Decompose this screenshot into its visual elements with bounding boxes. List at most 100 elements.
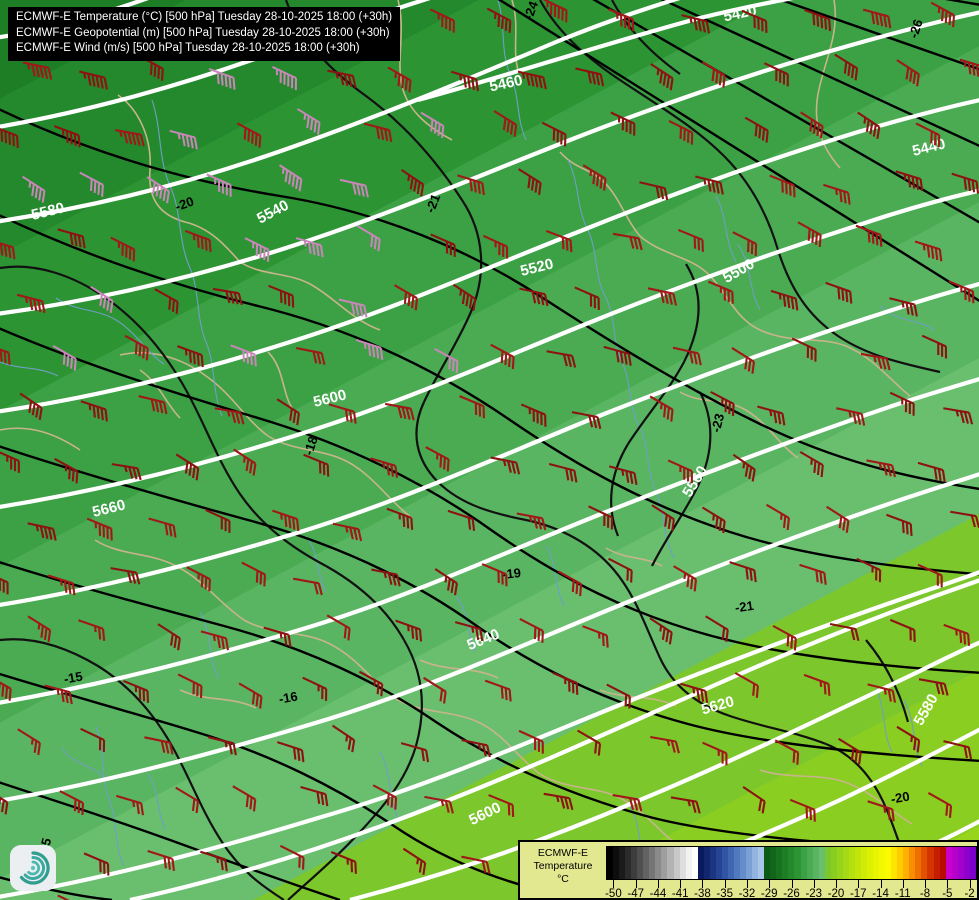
wind-barb — [799, 563, 827, 585]
wind-barb — [520, 403, 547, 427]
wind-barb — [486, 7, 512, 33]
colorbar-tick-label: -5 — [942, 888, 953, 900]
wind-barb — [867, 683, 897, 703]
colorbar-tick — [746, 880, 748, 888]
colorbar-tick — [635, 880, 637, 888]
wind-barb — [701, 506, 726, 534]
wind-barb — [175, 786, 200, 814]
wind-barb — [769, 174, 796, 198]
wind-barb — [552, 671, 579, 695]
legend-line-1: ECMWF-E — [537, 847, 589, 859]
colorbar-swatch — [903, 847, 910, 879]
wind-barb — [608, 557, 633, 583]
wind-barb — [481, 563, 508, 587]
wind-barb — [22, 61, 53, 80]
wind-barb — [519, 618, 544, 643]
colorbar-swatch — [776, 847, 783, 879]
wind-barb — [80, 400, 108, 422]
wind-barb — [169, 129, 198, 150]
wind-barb — [459, 395, 485, 419]
colorbar-tick-label: -47 — [627, 888, 644, 900]
colorbar-swatch — [770, 847, 777, 879]
colorbar-swatch — [649, 847, 656, 879]
wind-barb — [603, 345, 632, 366]
colorbar-tick — [791, 880, 793, 888]
wind-barb — [400, 742, 430, 763]
wind-barb — [889, 391, 915, 416]
wind-barb — [44, 684, 73, 705]
colorbar-tick-label: -11 — [894, 888, 911, 900]
colorbar-swatch — [619, 847, 626, 879]
wind-barb — [184, 229, 212, 253]
wind-barb — [823, 183, 851, 205]
wind-barb — [571, 411, 602, 429]
wind-barb — [927, 792, 953, 818]
wind-barb — [673, 565, 698, 592]
wind-barb — [943, 407, 974, 425]
isotherm-label: -26 — [906, 17, 926, 40]
colorbar-swatch — [752, 847, 759, 879]
geopotential-label: 5420 — [722, 2, 758, 26]
colorbar-swatch — [915, 847, 922, 879]
wind-barb — [370, 457, 399, 478]
wind-barb — [402, 847, 427, 875]
wind-barb — [331, 724, 356, 753]
wind-barb — [574, 286, 600, 310]
wind-barb — [279, 844, 305, 870]
wind-barb — [236, 122, 262, 148]
cyclone-logo[interactable] — [10, 845, 56, 891]
wind-barb — [371, 568, 401, 587]
wind-barb — [667, 459, 693, 484]
wind-barb — [395, 619, 423, 642]
wind-barb — [83, 852, 110, 876]
wind-barb — [276, 741, 305, 763]
colorbar-tick — [836, 880, 838, 888]
colorbar-swatch — [806, 847, 813, 879]
colorbar-swatch — [830, 847, 837, 879]
wind-barb — [0, 125, 19, 148]
geopotential-label: 5460 — [488, 72, 524, 96]
wind-barb — [214, 407, 245, 425]
colorbar-tick-label: -14 — [872, 888, 889, 900]
wind-barb — [799, 451, 824, 478]
wind-barb — [896, 59, 920, 87]
wind-barb — [490, 343, 515, 370]
colorbar-swatch — [697, 847, 704, 879]
wind-barb — [804, 9, 832, 32]
wind-barb — [19, 392, 43, 421]
colorbar-swatch — [782, 847, 789, 879]
wind-barb — [797, 221, 822, 248]
wind-barb — [80, 727, 106, 753]
isotherm-label: -23 — [708, 412, 727, 434]
colorbar-tick — [880, 880, 882, 888]
wind-barb — [856, 557, 882, 583]
wind-barb — [327, 69, 357, 88]
wind-barb — [295, 237, 324, 258]
wind-barb — [548, 462, 578, 483]
wind-barb — [836, 407, 866, 426]
colorbar-swatch — [746, 847, 753, 879]
wind-barb — [326, 614, 351, 641]
wind-barb — [763, 62, 789, 87]
wind-barb — [545, 229, 573, 253]
colorbar-swatch — [709, 847, 716, 879]
wind-barb — [649, 395, 674, 422]
wind-barb — [358, 670, 384, 697]
isotherm-label: -20 — [173, 194, 196, 215]
wind-barb — [17, 728, 41, 756]
colorbar-swatch — [824, 847, 831, 879]
wind-barb — [205, 509, 231, 533]
wind-barb — [385, 402, 415, 421]
colorbar-swatch — [945, 847, 952, 879]
wind-barb — [943, 740, 973, 760]
colorbar-tick-label: -29 — [760, 888, 778, 900]
wind-barb — [393, 284, 419, 311]
colorbar-swatch — [842, 847, 849, 879]
colorbar-ticks — [606, 880, 977, 888]
wind-barb — [649, 617, 673, 645]
wind-barb — [272, 66, 297, 91]
colorbar-tick-label: -17 — [849, 888, 867, 900]
colorbar-swatch — [860, 847, 868, 879]
wind-barb — [300, 785, 329, 807]
wind-barb — [154, 288, 179, 314]
